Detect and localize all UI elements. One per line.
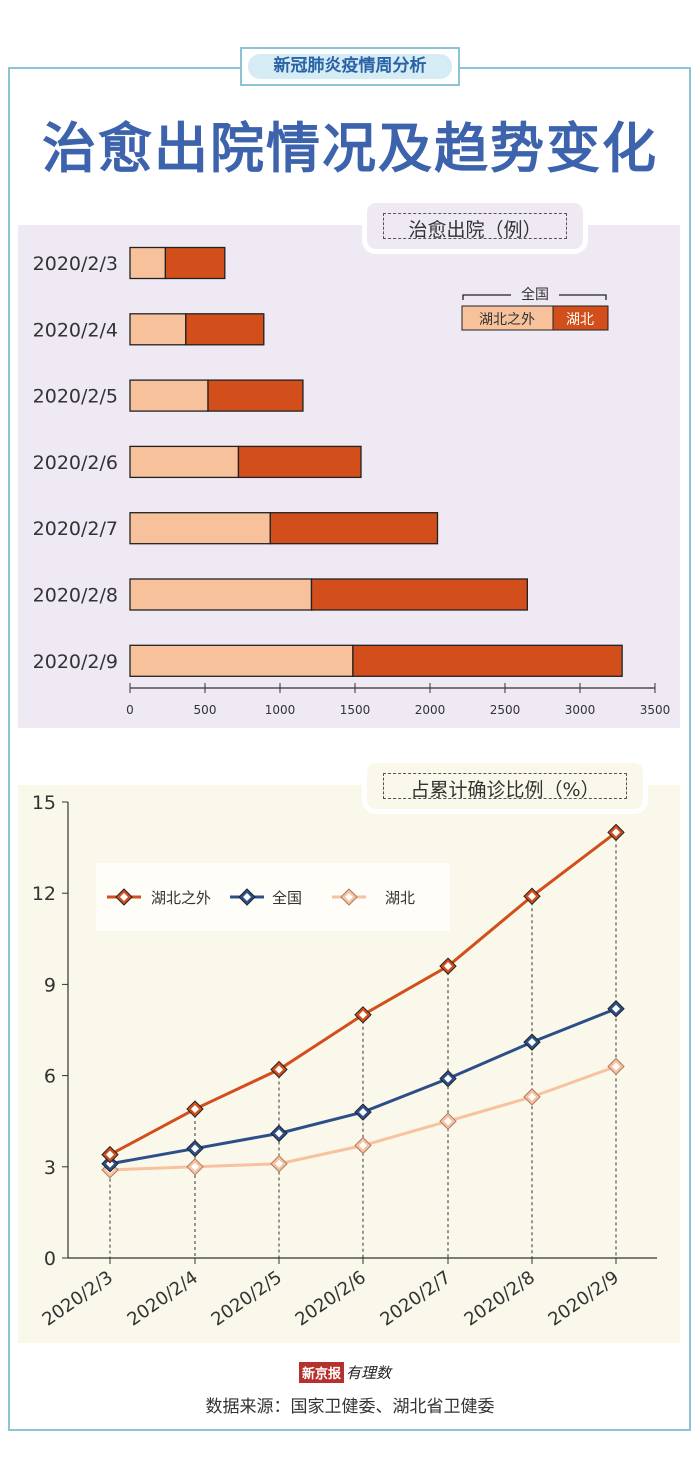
line-point-center <box>275 1065 283 1074</box>
bar-category-label: 2020/2/6 <box>33 452 118 474</box>
line-point-center <box>191 1162 199 1171</box>
legend-bracket <box>462 294 607 300</box>
bar-outside-hubei <box>129 644 354 677</box>
bar-x-tick-label: 1500 <box>340 703 371 717</box>
logo-brand: 有理数 <box>346 1363 392 1382</box>
line-point-center <box>528 892 536 901</box>
line-x-tick-label: 2020/2/5 <box>208 1267 286 1331</box>
line-y-tick-label: 0 <box>44 1248 56 1270</box>
legend-label-outside-hubei: 湖北之外 <box>151 889 211 907</box>
line-point-center <box>359 1108 367 1117</box>
line-y-tick-label: 12 <box>32 883 56 905</box>
line-y-tick-label: 15 <box>32 792 56 814</box>
legend-label-national: 全国 <box>272 889 302 907</box>
bar-x-tick-label: 500 <box>194 703 217 717</box>
bar-x-tick-label: 2500 <box>490 703 521 717</box>
section-tag-text: 新冠肺炎疫情周分析 <box>248 54 452 79</box>
line-point-center <box>528 1092 536 1101</box>
bar-hubei <box>207 379 304 412</box>
bar-chart-title-pill: 治愈出院（例） <box>362 198 588 254</box>
line-point-center <box>444 1074 452 1083</box>
legend-marker-center <box>243 893 251 901</box>
bar-x-tick-label: 3000 <box>565 703 596 717</box>
legend-marker-center <box>345 893 353 901</box>
legend-swatch-outside <box>461 305 554 331</box>
bar-hubei <box>352 644 623 677</box>
line-chart-title: 占累计确诊比例（%） <box>383 773 627 801</box>
line-point-center <box>612 1004 620 1013</box>
bar-x-tick-label: 3500 <box>640 703 671 717</box>
line-chart-title-pill: 占累计确诊比例（%） <box>362 758 648 814</box>
bar-hubei <box>310 578 529 611</box>
line-point-center <box>359 1010 367 1019</box>
line-point-center <box>359 1141 367 1150</box>
bar-hubei <box>237 445 362 479</box>
bar-hubei <box>164 246 226 280</box>
line-x-tick-label: 2020/2/4 <box>124 1267 202 1331</box>
line-y-tick-label: 9 <box>44 974 56 996</box>
bar-outside-hubei <box>129 246 167 280</box>
legend-label-hubei: 湖北 <box>566 312 594 328</box>
bar-outside-hubei <box>129 445 240 479</box>
legend-marker-center <box>120 893 128 901</box>
line-point-center <box>612 828 620 837</box>
bar-outside-hubei <box>129 578 313 611</box>
bar-outside-hubei <box>129 379 209 412</box>
bar-x-tick-label: 1000 <box>265 703 296 717</box>
line-point-center <box>106 1150 114 1159</box>
bar-hubei <box>185 313 265 346</box>
line-y-tick-label: 3 <box>44 1157 56 1179</box>
line-point-center <box>444 1117 452 1126</box>
line-point-center <box>275 1159 283 1168</box>
line-y-tick-label: 6 <box>44 1066 56 1088</box>
line-x-tick-label: 2020/2/3 <box>39 1267 117 1331</box>
bar-x-tick-label: 0 <box>126 703 134 717</box>
bar-category-label: 2020/2/7 <box>33 518 118 540</box>
line-point-center <box>275 1129 283 1138</box>
logo: 新京报 有理数 <box>299 1361 392 1383</box>
line-x-tick-label: 2020/2/9 <box>545 1267 623 1331</box>
logo-red: 新京报 <box>299 1361 345 1383</box>
legend-swatch-hubei <box>552 305 609 331</box>
line-legend-box <box>96 863 450 931</box>
line-point-center <box>528 1038 536 1047</box>
line-x-tick-label: 2020/2/6 <box>292 1267 370 1331</box>
line-point-center <box>191 1105 199 1114</box>
data-source: 数据来源：国家卫健委、湖北省卫健委 <box>205 1397 495 1417</box>
line-point-center <box>612 1062 620 1071</box>
bar-category-label: 2020/2/4 <box>33 319 118 341</box>
bar-outside-hubei <box>129 313 187 346</box>
legend-label-outside: 湖北之外 <box>479 312 535 328</box>
legend-label-hubei: 湖北 <box>385 889 415 907</box>
bar-x-tick-label: 2000 <box>415 703 446 717</box>
bar-chart-title: 治愈出院（例） <box>383 213 567 241</box>
bar-hubei <box>269 512 439 545</box>
bar-outside-hubei <box>129 512 271 545</box>
bar-category-label: 2020/2/5 <box>33 386 118 408</box>
line-point-center <box>191 1144 199 1153</box>
section-tag: 新冠肺炎疫情周分析 <box>240 47 460 86</box>
legend-group-label: 全国 <box>521 286 549 303</box>
bar-category-label: 2020/2/9 <box>33 651 118 673</box>
line-point-center <box>444 962 452 971</box>
page-title: 治愈出院情况及趋势变化 <box>42 117 658 180</box>
line-x-tick-label: 2020/2/8 <box>461 1267 539 1331</box>
line-x-tick-label: 2020/2/7 <box>377 1267 455 1331</box>
bar-category-label: 2020/2/8 <box>33 585 118 607</box>
line-point-center <box>106 1159 114 1168</box>
bar-category-label: 2020/2/3 <box>33 253 118 275</box>
